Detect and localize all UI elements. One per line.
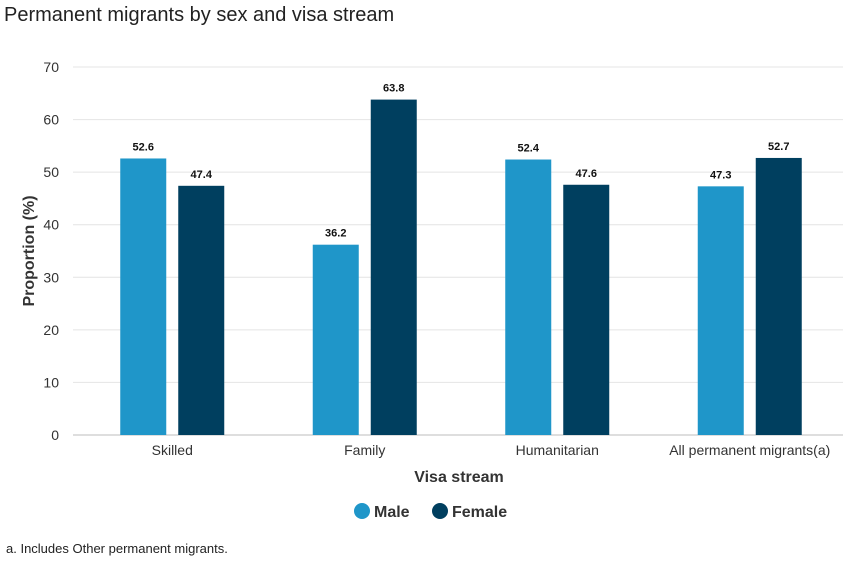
bar-female xyxy=(370,99,417,435)
value-label: 52.4 xyxy=(518,143,540,155)
legend-swatch-female xyxy=(432,503,448,519)
bar-male xyxy=(120,158,167,435)
y-tick-label: 40 xyxy=(43,217,59,233)
x-axis-title: Visa stream xyxy=(414,469,504,486)
y-axis-ticks: 0 10 20 30 40 50 60 70 xyxy=(43,59,59,443)
value-label: 52.7 xyxy=(768,141,789,153)
value-label: 47.6 xyxy=(576,168,597,180)
chart-title: Permanent migrants by sex and visa strea… xyxy=(4,4,395,26)
x-tick-label: Humanitarian xyxy=(516,442,599,458)
footnote: a. Includes Other permanent migrants. xyxy=(6,541,228,556)
x-tick-label: All permanent migrants(a) xyxy=(669,442,830,458)
bars xyxy=(120,99,802,436)
legend-label-male: Male xyxy=(374,504,410,521)
y-tick-label: 70 xyxy=(43,59,59,75)
legend-label-female: Female xyxy=(452,504,507,521)
x-tick-label: Family xyxy=(344,442,385,458)
x-tick-label: Skilled xyxy=(152,442,193,458)
value-label: 47.3 xyxy=(710,169,731,181)
y-tick-label: 60 xyxy=(43,112,59,128)
bar-female xyxy=(178,185,225,435)
legend-swatch-male xyxy=(354,503,370,519)
value-label: 36.2 xyxy=(325,228,346,240)
legend: Male Female xyxy=(354,503,507,521)
bar-female xyxy=(563,184,610,435)
y-tick-label: 20 xyxy=(43,322,59,338)
y-tick-label: 0 xyxy=(51,427,59,443)
y-tick-label: 50 xyxy=(43,164,59,180)
value-label: 47.4 xyxy=(191,169,213,181)
bar-male xyxy=(505,159,552,436)
y-tick-label: 30 xyxy=(43,269,59,285)
bar-female xyxy=(755,157,802,435)
value-label: 52.6 xyxy=(133,141,154,153)
x-axis-categories: Skilled Family Humanitarian All permanent m… xyxy=(152,442,831,458)
y-tick-label: 10 xyxy=(43,374,59,390)
bar-male xyxy=(697,186,744,435)
bar-male xyxy=(312,244,359,435)
value-labels: 52.6 47.4 36.2 63.8 52.4 47.6 47.3 52.7 xyxy=(133,83,790,240)
value-label: 63.8 xyxy=(383,83,404,95)
y-axis-title: Proportion (%) xyxy=(21,195,38,306)
